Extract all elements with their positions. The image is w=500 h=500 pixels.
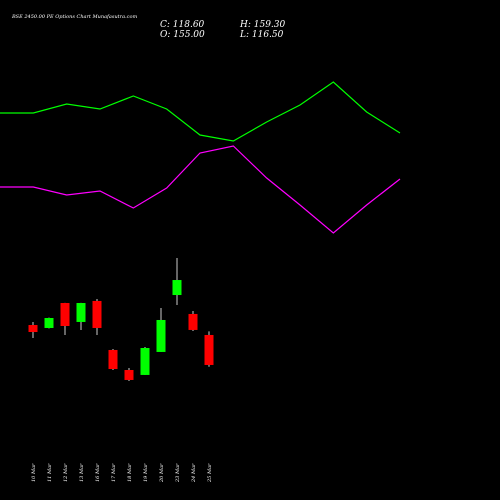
x-tick-label: 18 Mar [127, 463, 133, 482]
candle-body [204, 334, 214, 365]
candle-body [188, 313, 198, 330]
x-tick-label: 13 Mar [79, 463, 85, 482]
open-label: O: 155.00 [160, 30, 205, 40]
candle-body [140, 347, 150, 375]
candle-body [44, 318, 54, 328]
x-tick-label: 25 Mar [207, 463, 213, 483]
x-tick-label: 12 Mar [63, 463, 69, 482]
x-tick-label: 16 Mar [95, 463, 101, 482]
candle-body [156, 319, 166, 352]
candle-body [172, 280, 182, 296]
x-tick-label: 24 Mar [191, 463, 197, 483]
candle-body [92, 300, 102, 328]
candle-body [60, 303, 70, 326]
x-tick-label: 23 Mar [175, 463, 181, 483]
x-tick-label: 10 Mar [31, 463, 37, 482]
candle-body [28, 325, 38, 333]
low-label: L: 116.50 [239, 30, 284, 40]
indicator-line [0, 81, 401, 142]
x-tick-label: 11 Mar [47, 463, 53, 482]
x-tick-label: 20 Mar [159, 463, 165, 483]
x-tick-label: 19 Mar [143, 463, 149, 482]
candle-body [76, 303, 86, 322]
x-tick-label: 17 Mar [111, 463, 117, 482]
close-label: C: 118.60 [160, 20, 205, 30]
candle-body [108, 349, 118, 370]
indicator-line [0, 145, 401, 234]
chart-title: BSE 2450.00 PE Options Chart Munafasutra… [11, 14, 137, 20]
candle-body [124, 370, 134, 380]
high-label: H: 159.30 [239, 20, 286, 30]
